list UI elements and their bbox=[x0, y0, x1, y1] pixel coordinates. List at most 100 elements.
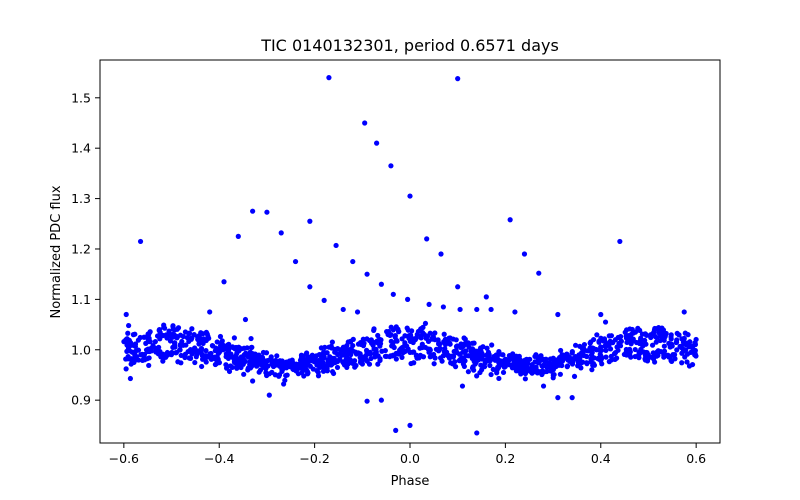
data-point bbox=[676, 332, 682, 338]
data-point bbox=[581, 341, 588, 348]
data-point bbox=[200, 331, 206, 337]
data-point bbox=[509, 365, 515, 371]
data-point bbox=[551, 358, 557, 364]
data-point-outlier bbox=[278, 230, 284, 236]
data-point bbox=[642, 353, 649, 359]
data-point bbox=[345, 356, 352, 362]
data-point bbox=[371, 326, 377, 332]
data-point bbox=[452, 364, 459, 370]
data-point bbox=[182, 351, 188, 357]
data-point bbox=[660, 327, 667, 333]
data-point-outlier bbox=[123, 311, 129, 318]
data-point bbox=[599, 361, 605, 367]
data-point bbox=[283, 359, 290, 365]
data-point bbox=[684, 359, 690, 365]
data-point bbox=[206, 335, 212, 341]
data-point bbox=[245, 367, 251, 373]
data-point bbox=[201, 336, 207, 342]
data-point bbox=[280, 366, 286, 372]
data-point bbox=[489, 342, 495, 348]
data-point bbox=[496, 375, 502, 382]
data-point-outlier bbox=[555, 311, 561, 318]
data-point-outlier bbox=[250, 378, 256, 384]
data-point bbox=[426, 349, 432, 355]
data-point-outlier bbox=[512, 309, 518, 315]
data-point bbox=[253, 363, 260, 369]
data-point bbox=[488, 371, 494, 378]
data-point bbox=[674, 347, 680, 353]
data-point bbox=[412, 337, 418, 343]
data-point bbox=[484, 345, 490, 351]
data-point bbox=[487, 362, 493, 369]
data-point bbox=[393, 356, 399, 362]
data-point bbox=[209, 343, 216, 349]
data-point bbox=[293, 361, 299, 367]
data-point bbox=[234, 365, 240, 371]
data-point bbox=[248, 344, 254, 351]
data-point bbox=[224, 342, 231, 348]
data-point bbox=[453, 337, 459, 343]
data-point bbox=[146, 362, 152, 369]
data-point bbox=[342, 348, 348, 354]
x-tick-label: 0.0 bbox=[400, 451, 420, 466]
data-point bbox=[127, 375, 133, 382]
data-point bbox=[263, 350, 270, 356]
data-point bbox=[453, 343, 460, 350]
data-point-outlier bbox=[474, 306, 480, 313]
data-point bbox=[589, 367, 595, 373]
x-tick-label: −0.2 bbox=[299, 451, 329, 466]
data-point bbox=[290, 366, 297, 373]
data-point bbox=[614, 355, 620, 361]
data-point bbox=[187, 347, 194, 353]
data-point-outlier bbox=[333, 242, 339, 249]
data-point-outlier bbox=[321, 297, 327, 303]
data-point bbox=[379, 348, 385, 354]
data-point-outlier bbox=[521, 251, 528, 257]
data-point bbox=[686, 363, 693, 369]
data-point bbox=[344, 364, 350, 370]
data-point bbox=[465, 369, 471, 375]
data-point bbox=[228, 351, 234, 357]
data-point-outlier bbox=[440, 304, 446, 310]
data-point bbox=[471, 340, 477, 346]
data-point bbox=[638, 341, 645, 347]
data-point bbox=[584, 353, 590, 360]
data-point bbox=[564, 352, 570, 358]
data-point bbox=[172, 344, 178, 350]
data-point bbox=[452, 359, 458, 365]
data-point bbox=[201, 353, 207, 360]
data-point bbox=[587, 340, 593, 346]
data-point-outlier bbox=[457, 306, 463, 313]
data-point bbox=[272, 372, 278, 378]
data-point bbox=[170, 323, 176, 330]
data-point bbox=[179, 338, 185, 345]
data-point bbox=[391, 344, 397, 351]
data-point-outlier bbox=[438, 251, 444, 257]
data-point bbox=[441, 340, 448, 346]
data-point-outlier bbox=[362, 120, 368, 126]
data-point bbox=[242, 358, 248, 365]
data-point bbox=[458, 341, 464, 347]
data-point bbox=[557, 371, 563, 377]
data-point bbox=[143, 340, 149, 346]
data-point bbox=[505, 357, 511, 363]
data-point-outlier bbox=[455, 284, 461, 290]
data-point-outlier bbox=[340, 306, 346, 313]
data-point bbox=[236, 344, 242, 350]
data-point bbox=[167, 338, 174, 344]
data-point bbox=[409, 328, 415, 334]
data-point bbox=[247, 354, 253, 360]
data-point bbox=[325, 362, 331, 368]
data-point bbox=[477, 369, 483, 376]
data-point bbox=[589, 350, 595, 356]
data-point-outlier bbox=[354, 309, 361, 315]
data-point-outlier bbox=[250, 208, 256, 214]
data-point-outlier bbox=[617, 238, 623, 245]
data-point-outlier bbox=[242, 316, 249, 323]
data-point bbox=[433, 346, 439, 352]
data-point-outlier bbox=[378, 397, 384, 403]
data-point bbox=[212, 361, 218, 368]
data-point bbox=[628, 341, 634, 347]
data-point bbox=[653, 339, 659, 345]
